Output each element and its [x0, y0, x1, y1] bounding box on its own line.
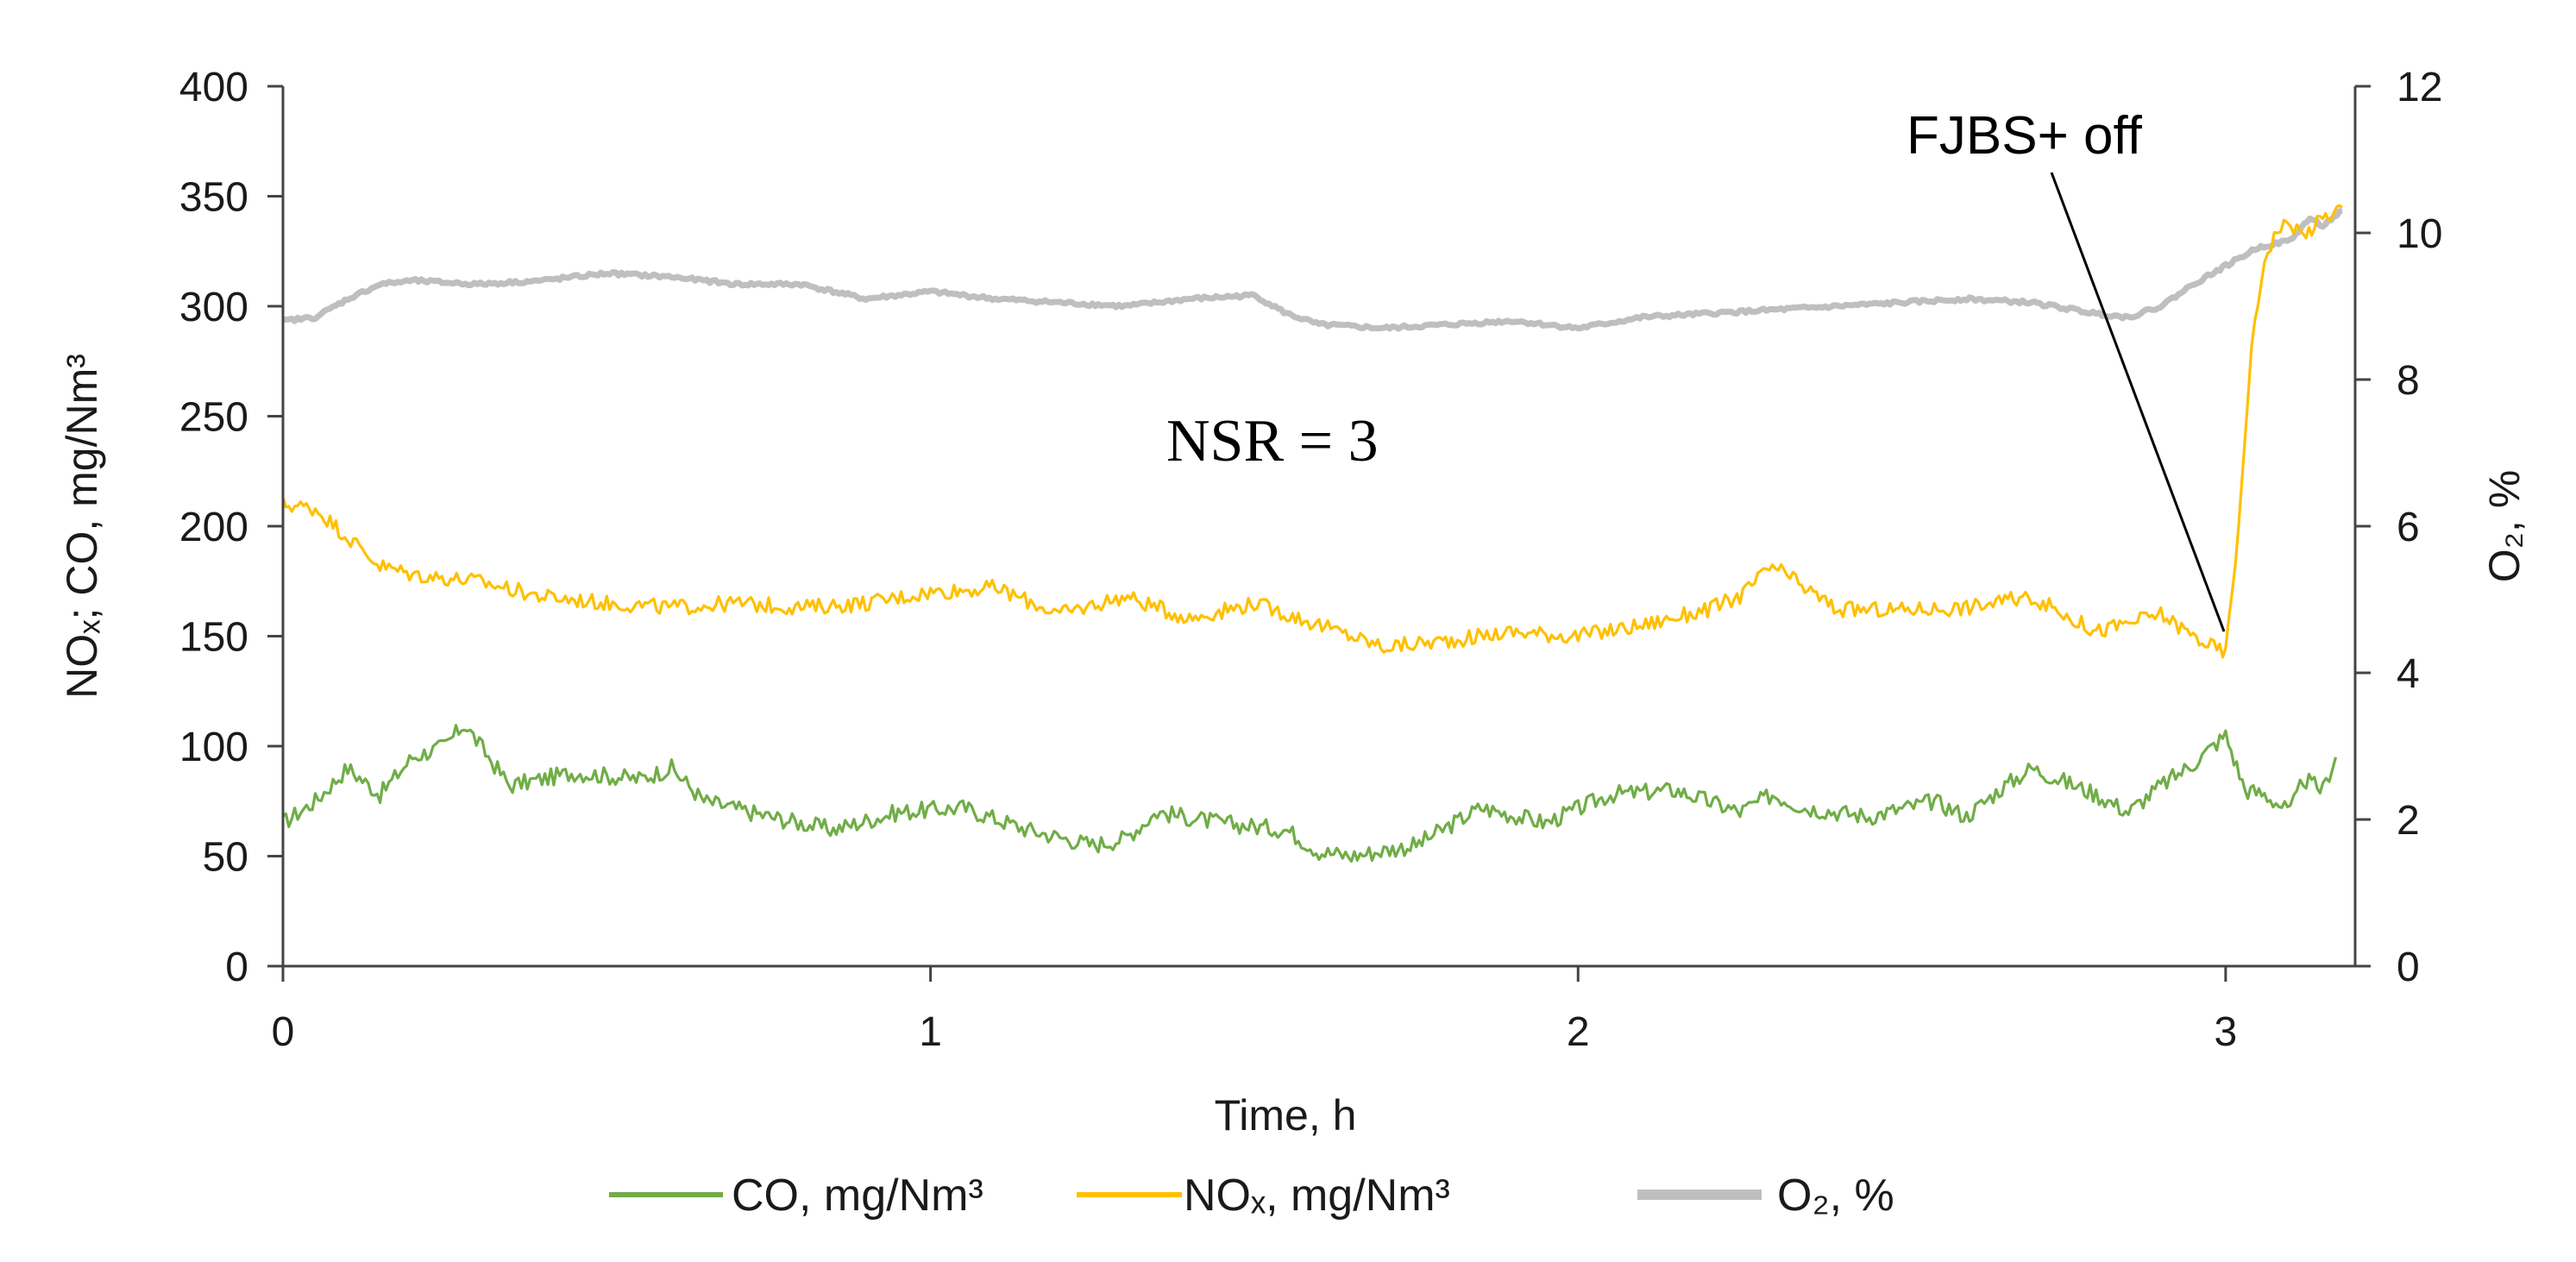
y-right-tick-label: 0	[2397, 945, 2420, 990]
y-left-tick-label: 300	[179, 285, 248, 330]
y-right-tick-label: 8	[2397, 358, 2420, 404]
y-left-tick-label: 400	[179, 65, 248, 110]
series-line-co	[281, 724, 2338, 863]
x-tick-label: 0	[272, 1009, 295, 1055]
nsr-annotation-text: NSR = 3	[1166, 408, 1379, 474]
y-left-axis-title: NOₓ; CO, mg/Nm³	[58, 354, 106, 699]
y-left-tick-label: 350	[179, 175, 248, 221]
x-tick-label: 1	[919, 1009, 942, 1055]
y-left-tick-label: 250	[179, 395, 248, 441]
y-left-tick-label: 100	[179, 725, 248, 770]
legend-co-label: CO, mg/Nm³	[732, 1171, 983, 1221]
fjbs-annotation-text: FJBS+ off	[1907, 106, 2143, 166]
x-axis-title: Time, h	[1215, 1091, 1357, 1140]
series-layer	[281, 204, 2343, 863]
legend-nox-label: NOₓ, mg/Nm³	[1184, 1171, 1450, 1221]
fjbs-annotation-leader	[2050, 172, 2226, 632]
y-right-tick-label: 4	[2397, 651, 2420, 697]
y-right-tick-label: 10	[2397, 211, 2442, 257]
y-right-tick-label: 12	[2397, 65, 2442, 110]
y-left-tick-label: 200	[179, 505, 248, 550]
y-left-tick-label: 50	[203, 835, 248, 881]
x-tick-label: 2	[1567, 1009, 1590, 1055]
series-line-o2	[282, 208, 2343, 332]
y-left-tick-label: 0	[225, 945, 248, 990]
legend-o2-label: O₂, %	[1777, 1171, 1894, 1221]
y-right-tick-label: 2	[2397, 798, 2420, 844]
y-right-axis-title: O₂, %	[2480, 470, 2529, 583]
series-line-nox	[281, 204, 2343, 659]
y-left-tick-label: 150	[179, 615, 248, 661]
legend: CO, mg/Nm³ NOₓ, mg/Nm³ O₂, %	[609, 1171, 1894, 1221]
y-right-tick-label: 6	[2397, 505, 2420, 550]
x-tick-label: 3	[2215, 1009, 2238, 1055]
